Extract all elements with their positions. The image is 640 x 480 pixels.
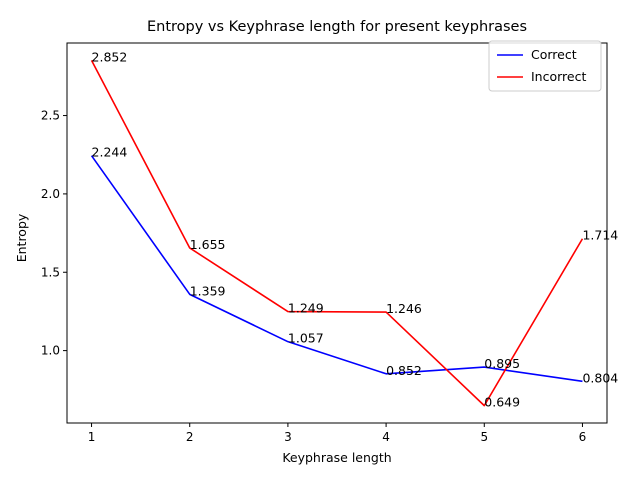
legend-label-correct: Correct xyxy=(531,47,577,62)
data-label-correct-5: 0.804 xyxy=(582,370,618,385)
series-line-incorrect xyxy=(90,60,584,407)
data-label-correct-2: 1.057 xyxy=(288,331,324,346)
x-tick-label-0: 1 xyxy=(88,430,96,444)
data-label-incorrect-0: 2.852 xyxy=(92,49,128,64)
legend-label-incorrect: Incorrect xyxy=(531,69,586,84)
chart-title: Entropy vs Keyphrase length for present … xyxy=(147,19,527,35)
y-tick-label-0: 1.0 xyxy=(41,344,60,358)
x-tick-label-2: 3 xyxy=(284,430,292,444)
x-tick-label-1: 2 xyxy=(186,430,194,444)
x-tick-label-5: 6 xyxy=(579,430,587,444)
y-axis: 1.0 1.5 2.0 2.5 xyxy=(41,109,67,358)
plot-frame xyxy=(66,42,608,424)
x-tick-label-4: 5 xyxy=(480,430,488,444)
y-tick-label-3: 2.5 xyxy=(41,109,60,123)
data-labels: 2.244 1.359 1.057 0.852 0.895 0.804 2.852 1.655… xyxy=(92,49,619,409)
data-label-correct-3: 0.852 xyxy=(386,363,422,378)
series-line-correct xyxy=(90,155,583,383)
data-label-incorrect-1: 1.655 xyxy=(190,237,226,252)
legend: Correct Incorrect xyxy=(488,40,602,92)
x-axis-label: Keyphrase length xyxy=(282,450,391,465)
series-layer xyxy=(90,60,584,407)
data-label-correct-1: 1.359 xyxy=(190,283,226,298)
plot-area xyxy=(66,42,608,424)
data-label-incorrect-2: 1.249 xyxy=(288,301,324,316)
y-axis-label: Entropy xyxy=(14,213,29,262)
legend-box xyxy=(488,40,602,92)
x-axis: 1 2 3 4 5 6 xyxy=(88,423,587,444)
y-tick-label-2: 2.0 xyxy=(41,187,60,201)
data-label-correct-4: 0.895 xyxy=(484,356,520,371)
data-label-incorrect-3: 1.246 xyxy=(386,301,422,316)
data-label-incorrect-4: 0.649 xyxy=(484,395,520,410)
data-label-correct-0: 2.244 xyxy=(92,145,128,160)
x-tick-label-3: 4 xyxy=(382,430,390,444)
y-tick-label-1: 1.5 xyxy=(41,265,60,279)
data-label-incorrect-5: 1.714 xyxy=(582,228,618,243)
